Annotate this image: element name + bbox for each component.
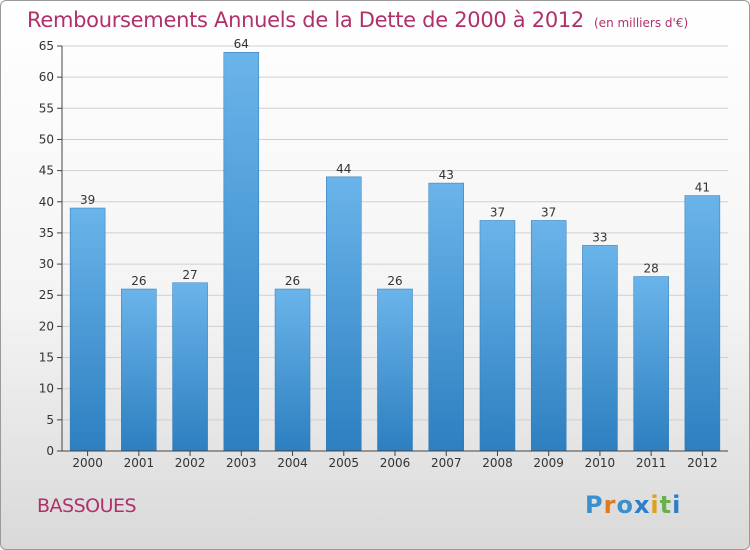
bar-2011	[633, 276, 669, 452]
bar-2012	[684, 195, 721, 452]
bar-2006	[377, 288, 413, 452]
x-tick-label-2012: 2012	[687, 456, 718, 470]
y-tick-label: 55	[39, 101, 54, 115]
commune-name: BASSOUES	[37, 495, 137, 517]
value-label-2006: 26	[387, 274, 402, 288]
bar-2002	[172, 282, 208, 452]
x-tick-label-2005: 2005	[328, 456, 359, 470]
x-tick-label-2008: 2008	[482, 456, 513, 470]
x-tick-label-2010: 2010	[585, 456, 616, 470]
bar-2010	[582, 245, 618, 452]
value-label-2001: 26	[131, 274, 146, 288]
value-label-2008: 37	[490, 205, 505, 219]
axes	[57, 45, 728, 456]
bars	[69, 51, 721, 452]
logo-letter: o	[616, 491, 634, 519]
value-label-2011: 28	[644, 262, 659, 276]
x-tick-label-2004: 2004	[277, 456, 308, 470]
y-tick-label: 45	[39, 164, 54, 178]
bar-2004	[274, 288, 311, 452]
y-tick-label: 10	[39, 382, 54, 396]
y-tick-label: 25	[39, 288, 54, 302]
value-label-2009: 37	[541, 205, 556, 219]
y-tick-label: 30	[39, 257, 54, 271]
logo-letter: P	[585, 491, 604, 519]
y-tick-label: 60	[39, 70, 54, 84]
x-tick-label-2009: 2009	[533, 456, 564, 470]
bar-2005	[326, 176, 362, 452]
logo-letter: x	[633, 491, 651, 519]
chart-title-text: Remboursements Annuels de la Dette de 20…	[27, 8, 584, 32]
y-tick-label: 40	[39, 195, 54, 209]
y-tick-label: 35	[39, 226, 54, 240]
bar-2000	[69, 207, 106, 452]
y-tick-label: 20	[39, 319, 54, 333]
labels: 0 5 10 15 20 25 30 35 40 45 50 55 60 65 39 2000 26 2001 27…	[39, 37, 718, 470]
logo-letter: t	[659, 491, 673, 519]
x-tick-label-2001: 2001	[124, 456, 155, 470]
value-label-2003: 64	[234, 37, 249, 51]
x-tick-label-2007: 2007	[431, 456, 462, 470]
y-tick-label: 65	[39, 39, 54, 53]
y-tick-label: 0	[46, 444, 54, 458]
value-label-2012: 41	[695, 181, 710, 195]
chart-subtitle: (en milliers d'€)	[594, 16, 689, 30]
logo-letter: i	[650, 491, 660, 519]
y-tick-label: 5	[46, 413, 54, 427]
x-tick-label-2003: 2003	[226, 456, 257, 470]
logo-letter: r	[603, 491, 617, 519]
bar-2001	[121, 288, 157, 452]
y-tick-label: 15	[39, 351, 54, 365]
proxiti-logo: Proxiti	[585, 491, 681, 519]
x-tick-label-2011: 2011	[636, 456, 667, 470]
value-label-2004: 26	[285, 274, 300, 288]
bar-2007	[428, 182, 464, 452]
value-label-2002: 27	[182, 268, 197, 282]
bar-2009	[530, 220, 567, 452]
x-tick-label-2006: 2006	[380, 456, 411, 470]
value-label-2000: 39	[80, 193, 95, 207]
value-label-2005: 44	[336, 162, 351, 176]
x-tick-label-2002: 2002	[175, 456, 206, 470]
x-tick-label-2000: 2000	[72, 456, 103, 470]
bar-2008	[479, 220, 516, 452]
value-label-2007: 43	[439, 168, 454, 182]
value-label-2010: 33	[592, 230, 607, 244]
chart-title: Remboursements Annuels de la Dette de 20…	[27, 8, 688, 32]
bar-2003	[223, 51, 260, 452]
y-tick-label: 50	[39, 132, 54, 146]
logo-letter: i	[672, 491, 682, 519]
